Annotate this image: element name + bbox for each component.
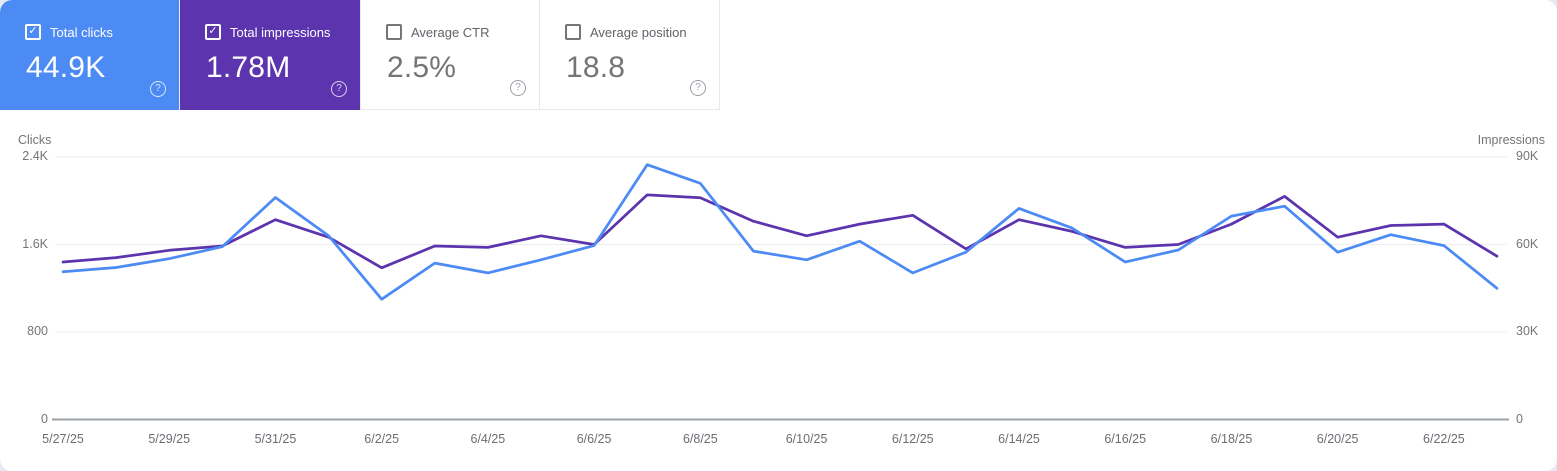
x-axis-date-label: 6/20/25 xyxy=(1316,432,1359,446)
x-axis-date-label: 6/6/25 xyxy=(576,432,612,446)
metric-card-header: Average CTR xyxy=(361,0,539,40)
left-axis-tick: 0 xyxy=(41,411,48,426)
x-axis-date-label: 6/4/25 xyxy=(470,432,506,446)
help-icon[interactable] xyxy=(331,81,347,97)
left-axis-tick: 2.4K xyxy=(22,149,48,163)
x-axis-date-label: 6/14/25 xyxy=(998,432,1040,446)
metric-card-value: 2.5% xyxy=(387,51,457,84)
x-axis-date-label: 6/10/25 xyxy=(785,432,828,446)
metric-card-value: 44.9K xyxy=(26,51,106,84)
x-axis-date-label: 6/8/25 xyxy=(682,432,718,446)
right-axis-tick: 30K xyxy=(1516,324,1539,338)
help-icon[interactable] xyxy=(690,80,706,96)
metric-card-label: Total clicks xyxy=(50,24,113,40)
metric-card-total-impressions[interactable]: Total impressions 1.78M xyxy=(180,0,360,110)
x-axis-date-label: 6/2/25 xyxy=(364,432,400,446)
checkbox-total-clicks[interactable] xyxy=(25,24,41,40)
checkbox-total-impressions[interactable] xyxy=(205,24,221,40)
total-clicks-line xyxy=(61,163,1499,301)
metric-card-label: Average CTR xyxy=(411,24,490,40)
x-axis-date-label: 6/18/25 xyxy=(1210,432,1253,446)
left-axis-tick: 1.6K xyxy=(22,236,48,251)
x-axis-date-label: 5/27/25 xyxy=(42,432,84,446)
right-axis-tick: 90K xyxy=(1516,149,1539,163)
x-axis-date-label: 6/16/25 xyxy=(1104,432,1147,446)
metric-card-label: Average position xyxy=(590,24,687,40)
metric-card-header: Total impressions xyxy=(180,0,360,40)
help-icon[interactable] xyxy=(510,80,526,96)
metric-card-total-clicks[interactable]: Total clicks 44.9K xyxy=(0,0,180,110)
total-impressions-line xyxy=(61,193,1499,270)
x-axis-date-label: 6/12/25 xyxy=(891,432,934,446)
right-axis-tick: 60K xyxy=(1516,236,1539,251)
metric-card-average-ctr[interactable]: Average CTR 2.5% xyxy=(360,0,540,110)
metric-card-value: 18.8 xyxy=(566,51,626,84)
metric-card-value: 1.78M xyxy=(206,51,291,84)
help-icon[interactable] xyxy=(150,81,166,97)
left-axis-tick: 800 xyxy=(27,324,48,338)
right-axis-title: Impressions xyxy=(1477,133,1545,147)
metric-card-header: Total clicks xyxy=(0,0,179,40)
metric-card-label: Total impressions xyxy=(230,24,331,40)
x-axis-date-label: 5/29/25 xyxy=(148,432,191,446)
metric-cards-row: Total clicks 44.9K Total impressions 1.7… xyxy=(0,0,720,110)
right-axis-tick: 0 xyxy=(1516,411,1523,426)
metric-card-header: Average position xyxy=(540,0,719,40)
checkbox-average-position[interactable] xyxy=(565,24,581,40)
x-axis-date-label: 6/22/25 xyxy=(1423,432,1465,446)
left-axis-title: Clicks xyxy=(18,133,52,147)
x-axis-date-label: 5/31/25 xyxy=(254,432,297,446)
metric-card-average-position[interactable]: Average position 18.8 xyxy=(540,0,720,110)
checkbox-average-ctr[interactable] xyxy=(386,24,402,40)
